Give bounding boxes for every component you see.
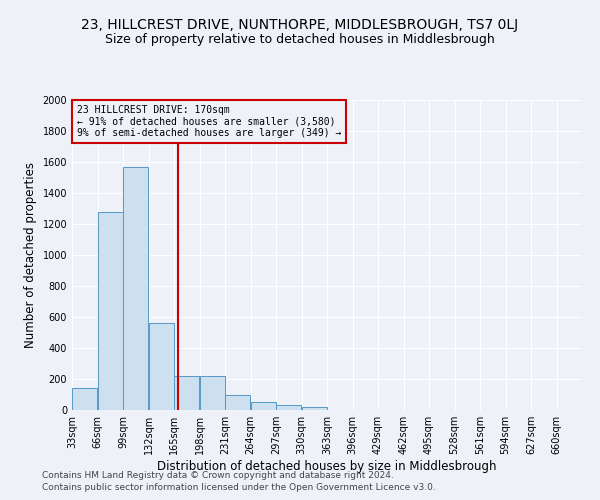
Text: 23 HILLCREST DRIVE: 170sqm
← 91% of detached houses are smaller (3,580)
9% of se: 23 HILLCREST DRIVE: 170sqm ← 91% of deta…: [77, 104, 341, 138]
Bar: [123, 166, 148, 410]
Bar: [72, 388, 97, 410]
Bar: [251, 402, 276, 410]
Bar: [200, 376, 225, 410]
Text: Size of property relative to detached houses in Middlesbrough: Size of property relative to detached ho…: [105, 32, 495, 46]
Text: Contains public sector information licensed under the Open Government Licence v3: Contains public sector information licen…: [42, 484, 436, 492]
Text: 23, HILLCREST DRIVE, NUNTHORPE, MIDDLESBROUGH, TS7 0LJ: 23, HILLCREST DRIVE, NUNTHORPE, MIDDLESB…: [82, 18, 518, 32]
Bar: [302, 407, 327, 410]
Bar: [149, 323, 174, 410]
Bar: [225, 396, 250, 410]
Bar: [276, 406, 301, 410]
Y-axis label: Number of detached properties: Number of detached properties: [24, 162, 37, 348]
Bar: [98, 212, 123, 410]
Text: Contains HM Land Registry data © Crown copyright and database right 2024.: Contains HM Land Registry data © Crown c…: [42, 471, 394, 480]
X-axis label: Distribution of detached houses by size in Middlesbrough: Distribution of detached houses by size …: [157, 460, 497, 473]
Bar: [174, 376, 199, 410]
